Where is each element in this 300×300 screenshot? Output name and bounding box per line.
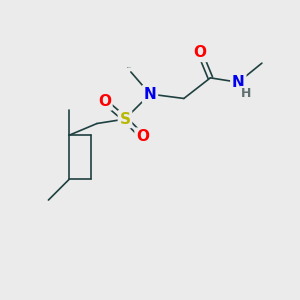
Text: N: N bbox=[232, 75, 245, 90]
Text: O: O bbox=[194, 45, 207, 60]
Text: S: S bbox=[119, 112, 130, 127]
Text: H: H bbox=[241, 87, 251, 100]
Text: O: O bbox=[136, 129, 149, 144]
Text: methyl: methyl bbox=[127, 67, 132, 68]
Text: O: O bbox=[98, 94, 111, 109]
Text: N: N bbox=[144, 87, 156, 102]
